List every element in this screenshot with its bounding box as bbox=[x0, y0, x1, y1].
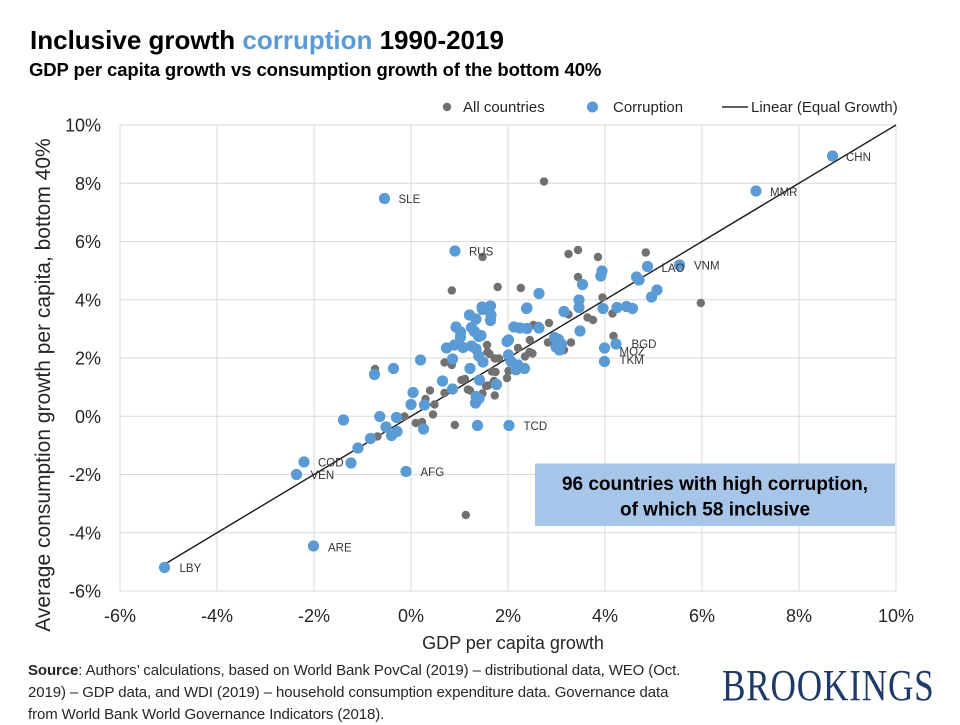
svg-text:LBY: LBY bbox=[180, 563, 202, 575]
svg-text:MMR: MMR bbox=[770, 187, 797, 199]
svg-text:COD: COD bbox=[318, 458, 344, 470]
svg-text:GDP per capita growth: GDP per capita growth bbox=[422, 633, 604, 653]
svg-text:-6%: -6% bbox=[69, 582, 101, 602]
svg-text:ARE: ARE bbox=[328, 543, 352, 555]
svg-text:SLE: SLE bbox=[399, 194, 421, 206]
svg-text:-4%: -4% bbox=[201, 606, 233, 626]
svg-text:0%: 0% bbox=[75, 407, 101, 427]
svg-text:2%: 2% bbox=[75, 349, 101, 369]
svg-text:-4%: -4% bbox=[69, 523, 101, 543]
svg-text:-2%: -2% bbox=[69, 465, 101, 485]
svg-text:BGD: BGD bbox=[632, 339, 657, 351]
svg-text:-2%: -2% bbox=[298, 606, 330, 626]
svg-text:96 countries with high corrupt: 96 countries with high corruption, bbox=[562, 474, 868, 495]
svg-text:AFG: AFG bbox=[421, 467, 445, 479]
svg-text:10%: 10% bbox=[878, 606, 914, 626]
svg-text:All countries: All countries bbox=[463, 99, 545, 116]
svg-text:LAO: LAO bbox=[662, 263, 685, 275]
svg-text:6%: 6% bbox=[75, 232, 101, 252]
svg-text:8%: 8% bbox=[786, 606, 812, 626]
svg-text:10%: 10% bbox=[65, 116, 101, 136]
svg-text:8%: 8% bbox=[75, 174, 101, 194]
svg-text:RUS: RUS bbox=[469, 247, 494, 259]
svg-text:of which 58 inclusive: of which 58 inclusive bbox=[620, 500, 810, 521]
svg-text:2%: 2% bbox=[495, 606, 521, 626]
svg-text:Average consumption growth per: Average consumption growth per capita, b… bbox=[32, 138, 55, 631]
svg-text:VNM: VNM bbox=[694, 261, 720, 273]
svg-text:Linear (Equal Growth): Linear (Equal Growth) bbox=[751, 99, 898, 116]
svg-text:TKM: TKM bbox=[620, 355, 644, 367]
svg-text:MOZ: MOZ bbox=[620, 347, 646, 359]
svg-text:4%: 4% bbox=[75, 290, 101, 310]
svg-text:6%: 6% bbox=[689, 606, 715, 626]
svg-text:Corruption: Corruption bbox=[613, 99, 683, 116]
svg-text:-6%: -6% bbox=[104, 606, 136, 626]
svg-text:4%: 4% bbox=[592, 606, 618, 626]
svg-text:VEN: VEN bbox=[311, 470, 335, 482]
svg-text:CHN: CHN bbox=[846, 152, 871, 164]
svg-text:0%: 0% bbox=[398, 606, 424, 626]
svg-text:TCD: TCD bbox=[524, 421, 548, 433]
